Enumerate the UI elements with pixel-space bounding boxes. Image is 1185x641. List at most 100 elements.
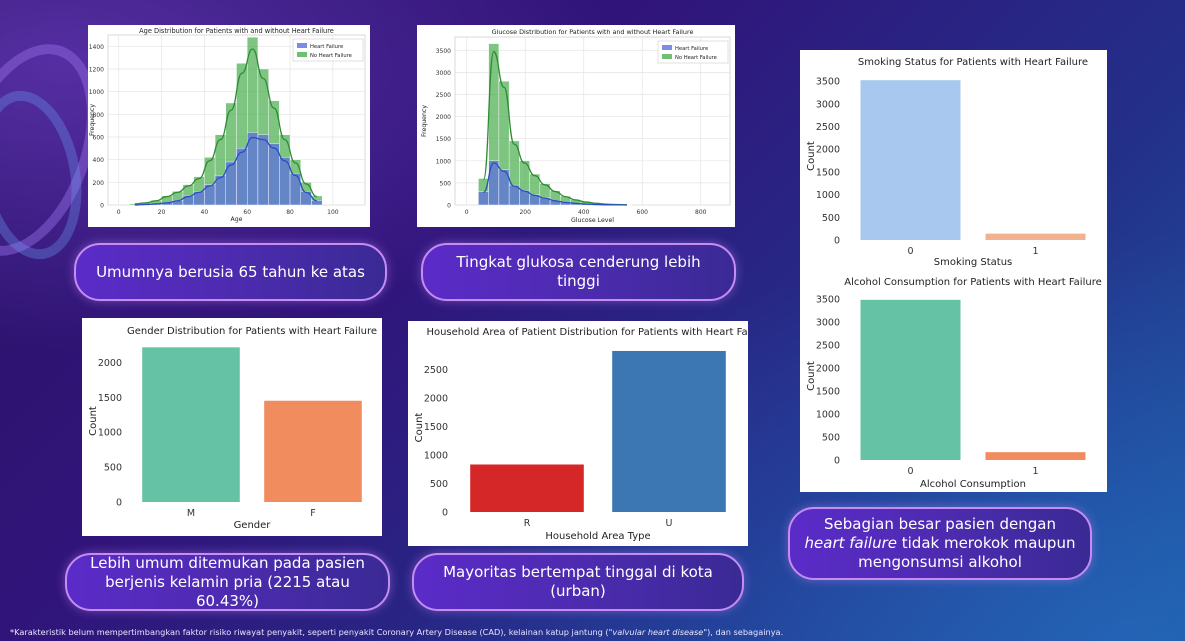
x-tick-label: 1	[1032, 246, 1038, 257]
x-axis-label: Age	[231, 216, 243, 223]
chart-title: Gender Distribution for Patients with He…	[127, 326, 377, 337]
gender-chart-panel: Gender Distribution for Patients with He…	[82, 318, 382, 536]
age-distribution-chart: 0 200 400 600 800 1000 1200 1400 0 20 40 60 80 100 Age…	[89, 27, 366, 223]
alcohol-consumption-chart: Alcohol Consumption for Patients with He…	[806, 277, 1102, 490]
y-tick-label: 500	[822, 432, 840, 443]
y-tick-label: 1400	[89, 44, 104, 51]
lifestyle-callout: Sebagian besar pasien dengan heart failu…	[788, 507, 1092, 580]
legend-label: No Heart Failure	[675, 55, 717, 61]
bar	[860, 299, 961, 460]
y-tick-label: 1500	[816, 167, 840, 178]
y-tick-label: 800	[93, 112, 105, 119]
chart-title: Household Area of Patient Distribution f…	[426, 327, 748, 338]
y-tick-label: 3000	[436, 70, 451, 77]
glucose-callout: Tingkat glukosa cenderung lebih tinggi	[421, 243, 736, 301]
histogram-bar	[289, 173, 301, 206]
y-tick-label: 1000	[98, 428, 122, 439]
y-tick-label: 500	[822, 213, 840, 224]
y-tick-label: 3500	[436, 48, 451, 55]
y-tick-label: 0	[834, 456, 840, 467]
glucose-distribution-chart: 0 500 1000 1500 2000 2500 3000 3500 0 200 400 600 80…	[421, 28, 731, 224]
y-tick-label: 1500	[436, 136, 451, 143]
chart-title: Alcohol Consumption for Patients with He…	[844, 277, 1102, 288]
y-tick-label: 3000	[816, 99, 840, 110]
household-area-chart: Household Area of Patient Distribution f…	[414, 327, 748, 542]
x-tick-label: 400	[578, 209, 590, 216]
y-axis-label: Frequency	[89, 104, 96, 136]
chart-title: Smoking Status for Patients with Heart F…	[858, 57, 1088, 68]
legend-label: Heart Failure	[310, 44, 343, 50]
x-tick-label: 40	[201, 209, 209, 216]
gender-callout: Lebih umum ditemukan pada pasien berjeni…	[65, 553, 390, 611]
x-tick-label: 0	[907, 246, 913, 257]
x-tick-label: F	[310, 508, 315, 519]
kde-line	[482, 51, 627, 206]
x-axis-label: Smoking Status	[934, 257, 1013, 268]
x-tick-label: U	[666, 518, 673, 529]
y-tick-label: 0	[442, 508, 448, 519]
x-tick-label: R	[524, 518, 531, 529]
age-callout-text: Umumnya berusia 65 tahun ke atas	[96, 262, 365, 281]
glucose-chart-panel: 0 500 1000 1500 2000 2500 3000 3500 0 200 400 600 80…	[417, 25, 735, 227]
bar	[860, 80, 961, 240]
x-tick-label: 0	[465, 209, 469, 216]
bar	[612, 350, 726, 512]
x-tick-label: 200	[519, 209, 531, 216]
legend	[292, 38, 364, 62]
legend-swatch	[297, 43, 307, 48]
y-tick-label: 3500	[816, 77, 840, 88]
histogram-bar	[478, 191, 489, 206]
lifestyle-callout-text: Sebagian besar pasien dengan heart failu…	[804, 515, 1076, 571]
footnote: *Karakteristik belum mempertimbangkan fa…	[10, 627, 784, 637]
y-tick-label: 2000	[816, 145, 840, 156]
y-axis-label: Count	[88, 406, 99, 436]
y-tick-label: 2000	[816, 363, 840, 374]
bar	[985, 452, 1086, 460]
y-axis-label: Count	[414, 413, 425, 443]
x-axis-label: Alcohol Consumption	[920, 479, 1026, 490]
y-axis-label: Count	[806, 141, 817, 171]
y-tick-label: 500	[104, 463, 122, 474]
y-tick-label: 500	[430, 479, 448, 490]
bar	[264, 400, 362, 502]
y-tick-label: 600	[93, 135, 105, 142]
legend	[657, 40, 729, 64]
histogram-bar	[257, 134, 269, 206]
y-tick-label: 2500	[816, 340, 840, 351]
kde-line	[134, 48, 317, 205]
y-tick-label: 1500	[424, 422, 448, 433]
chart-title: Glucose Distribution for Patients with a…	[492, 28, 694, 36]
gender-distribution-chart: Gender Distribution for Patients with He…	[88, 326, 377, 531]
chart-title: Age Distribution for Patients with and w…	[139, 27, 334, 35]
household-callout: Mayoritas bertempat tinggal di kota (urb…	[412, 553, 744, 611]
glucose-callout-text: Tingkat glukosa cenderung lebih tinggi	[456, 253, 701, 290]
age-callout: Umumnya berusia 65 tahun ke atas	[74, 243, 387, 301]
y-tick-label: 0	[834, 236, 840, 247]
y-tick-label: 0	[116, 498, 122, 509]
y-tick-label: 1500	[816, 386, 840, 397]
bar	[985, 233, 1086, 240]
x-tick-label: 20	[158, 209, 166, 216]
x-tick-label: 60	[243, 209, 251, 216]
legend-swatch	[662, 54, 672, 59]
y-tick-label: 2000	[436, 114, 451, 121]
x-tick-label: 800	[695, 209, 707, 216]
y-tick-label: 1200	[89, 67, 104, 74]
y-tick-label: 0	[100, 203, 104, 210]
x-axis-label: Gender	[234, 520, 272, 531]
x-tick-label: 80	[286, 209, 294, 216]
y-axis-label: Frequency	[421, 105, 428, 137]
y-tick-label: 400	[93, 157, 105, 164]
kde-line	[483, 162, 627, 206]
x-tick-label: 0	[117, 209, 121, 216]
y-tick-label: 1000	[424, 451, 448, 462]
y-tick-label: 2000	[424, 394, 448, 405]
y-tick-label: 2500	[816, 122, 840, 133]
y-tick-label: 3500	[816, 294, 840, 305]
histogram-bar	[247, 132, 259, 206]
y-axis-label: Count	[806, 361, 817, 391]
alcohol-chart-panel: Alcohol Consumption for Patients with He…	[800, 270, 1107, 492]
histogram-bar	[236, 148, 248, 206]
y-tick-label: 2000	[98, 358, 122, 369]
smoking-status-chart: Smoking Status for Patients with Heart F…	[806, 57, 1088, 268]
